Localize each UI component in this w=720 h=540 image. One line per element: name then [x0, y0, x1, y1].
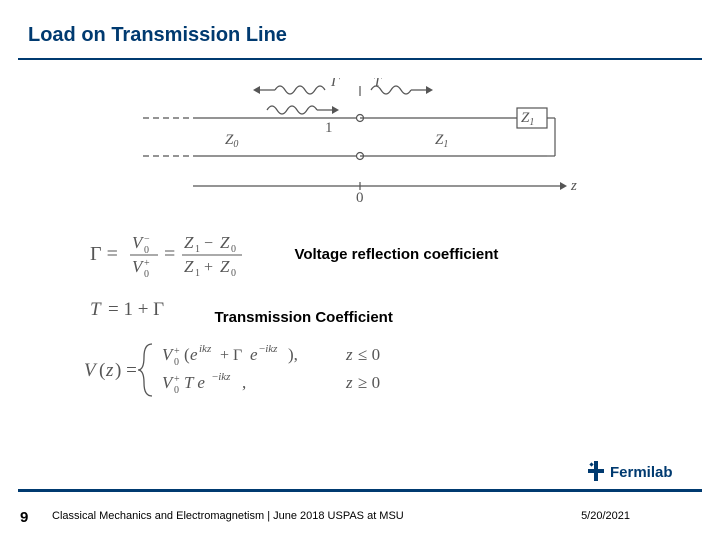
- transmission-line-diagram: Γ T 1 Z0 Z1 Z1 0 z: [135, 78, 585, 208]
- svg-text:Z: Z: [220, 257, 230, 276]
- svg-text:V: V: [84, 360, 98, 381]
- svg-text:Z: Z: [184, 257, 194, 276]
- diagram-Z1-line-label: Z1: [435, 132, 448, 150]
- slide-number: 9: [20, 509, 28, 526]
- svg-text:+: +: [174, 346, 180, 357]
- title-horizontal-rule: [18, 58, 702, 60]
- svg-text:≥ 0: ≥ 0: [358, 373, 380, 392]
- svg-text:≤ 0: ≤ 0: [358, 345, 380, 364]
- svg-text:Γ =: Γ =: [90, 243, 118, 265]
- svg-text:,: ,: [242, 373, 246, 392]
- svg-text:T: T: [90, 299, 102, 320]
- svg-text:+: +: [204, 259, 213, 276]
- fermilab-logo: Fermilab: [588, 461, 698, 488]
- svg-text:e: e: [190, 345, 198, 364]
- equation-T: T = 1 + Γ Transmission Coefficient: [88, 296, 648, 327]
- diagram-T-label: T: [373, 78, 383, 90]
- footer-horizontal-rule: [18, 489, 702, 492]
- slide-title: Load on Transmission Line: [28, 24, 287, 47]
- svg-text:−ikz: −ikz: [259, 343, 278, 355]
- footer-date: 5/20/2021: [581, 510, 630, 522]
- equation-Vz: V ( z ) = V + 0 ( e ikz + Γ e −ikz ), z …: [82, 338, 482, 407]
- svg-text:Z: Z: [220, 233, 230, 252]
- diagram-origin-label: 0: [356, 190, 364, 206]
- footer-text: Classical Mechanics and Electromagnetism…: [52, 510, 404, 522]
- svg-text:),: ),: [288, 345, 298, 364]
- svg-text:+: +: [174, 374, 180, 385]
- svg-text:z: z: [345, 373, 353, 392]
- svg-text:1: 1: [195, 244, 200, 255]
- svg-text:0: 0: [174, 385, 179, 396]
- svg-text:+ Γ: + Γ: [220, 347, 242, 364]
- svg-text:e: e: [250, 345, 258, 364]
- svg-text:z: z: [345, 345, 353, 364]
- svg-text:z: z: [105, 360, 114, 381]
- svg-text:= 1 + Γ: = 1 + Γ: [108, 299, 164, 320]
- diagram-Z0-label: Z0: [225, 132, 238, 150]
- svg-text:1: 1: [195, 268, 200, 279]
- svg-text:−: −: [144, 234, 150, 245]
- diagram-gamma-label: Γ: [330, 78, 341, 90]
- svg-text:=: =: [164, 243, 175, 265]
- svg-text:ikz: ikz: [199, 343, 212, 355]
- diagram-one-label: 1: [325, 120, 333, 136]
- svg-text:−: −: [204, 235, 213, 252]
- svg-text:) =: ) =: [115, 360, 137, 381]
- equation-gamma: Γ = V − 0 V + 0 = Z 1 − Z 0 Z 1 + Z 0 Vo…: [88, 228, 648, 280]
- svg-text:0: 0: [174, 357, 179, 368]
- svg-text:+: +: [144, 258, 150, 269]
- svg-text:T e: T e: [184, 373, 205, 392]
- svg-text:(: (: [99, 360, 105, 381]
- logo-text: Fermilab: [610, 464, 673, 481]
- transmission-coefficient-label: Transmission Coefficient: [214, 309, 392, 326]
- svg-text:0: 0: [231, 244, 236, 255]
- svg-text:Z: Z: [184, 233, 194, 252]
- voltage-reflection-coefficient-label: Voltage reflection coefficient: [294, 246, 498, 263]
- svg-text:0: 0: [144, 269, 149, 280]
- diagram-axis-label: z: [570, 178, 577, 194]
- svg-text:0: 0: [231, 268, 236, 279]
- svg-text:−ikz: −ikz: [212, 371, 231, 383]
- svg-text:0: 0: [144, 245, 149, 256]
